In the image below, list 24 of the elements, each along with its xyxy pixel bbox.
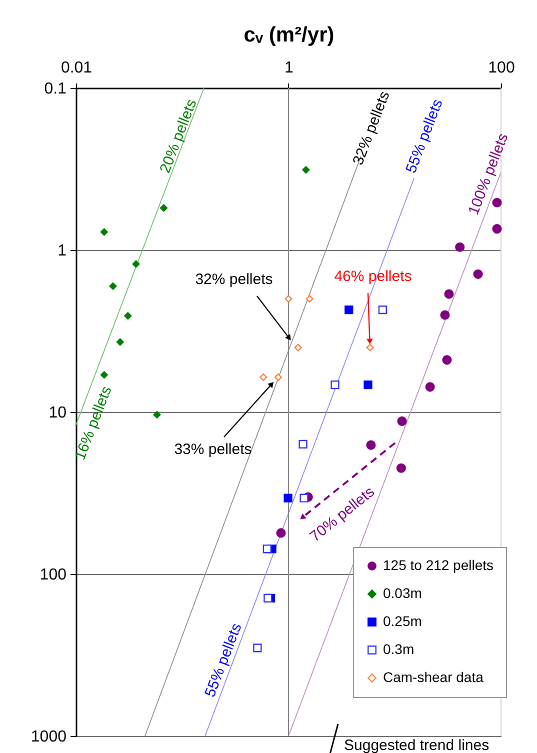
annotation: 16% pellets xyxy=(72,384,116,462)
legend-label: Cam-shear data xyxy=(383,669,484,685)
x-tick-label: 100 xyxy=(488,60,515,76)
x-tick-label: 0.01 xyxy=(60,60,92,76)
y-tick-label: 10 xyxy=(48,404,67,422)
y-tick-label: 0.1 xyxy=(44,80,67,98)
annotation: 33% pellets xyxy=(174,441,252,458)
annotation: 32% pellets xyxy=(350,88,394,168)
x-axis-title: cᵥ (m²/yr) xyxy=(244,24,334,46)
text: Suggested trend lines xyxy=(344,737,490,753)
y-tick-label: 1000 xyxy=(30,728,67,746)
legend-label: 0.3m xyxy=(383,641,414,657)
annotation: 20% pellets xyxy=(156,96,200,176)
legend-label: 125 to 212 pellets xyxy=(383,557,494,573)
annotation: 55% pellets xyxy=(402,96,446,176)
x-tick-label: 1 xyxy=(284,60,294,76)
legend-label: 0.03m xyxy=(383,585,422,601)
annotation: 46% pellets xyxy=(334,268,412,285)
y-tick-label: 1 xyxy=(58,242,67,260)
annotation: 55% pellets xyxy=(202,620,246,700)
legend-label: 0.25m xyxy=(383,613,422,629)
annotation: 32% pellets xyxy=(195,271,273,288)
annotation: 100% pellets xyxy=(465,131,512,218)
y-tick-label: 100 xyxy=(40,566,67,584)
